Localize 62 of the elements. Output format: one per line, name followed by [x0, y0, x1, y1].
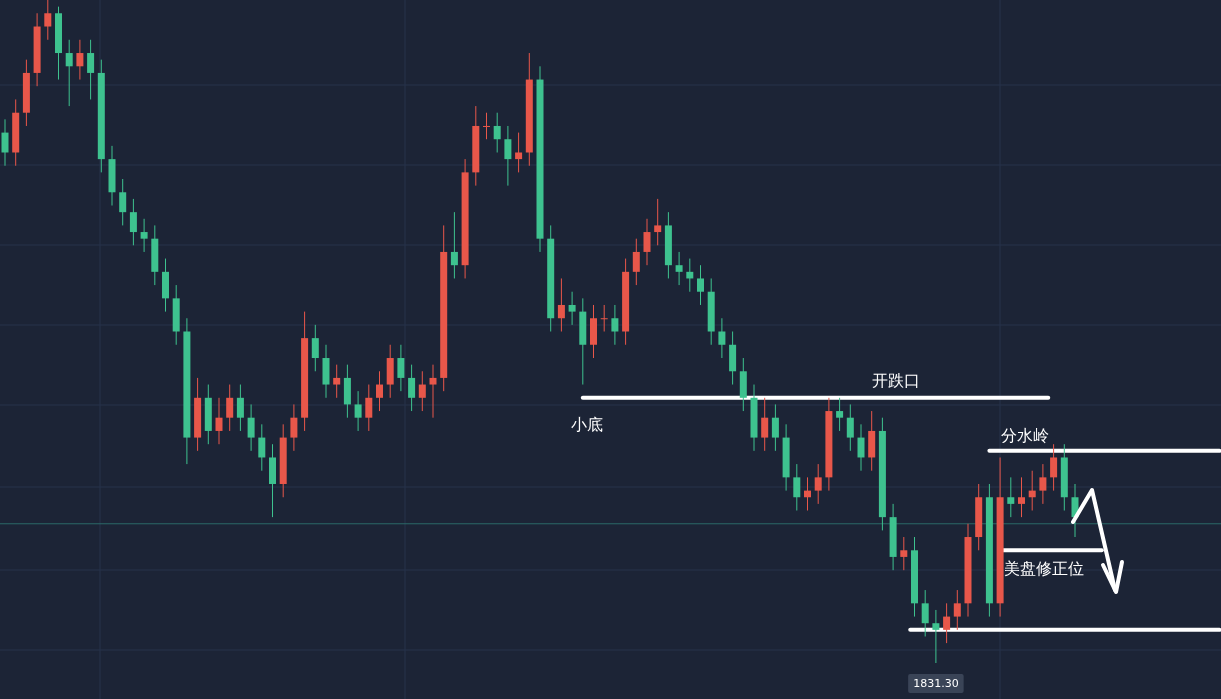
candlestick — [76, 39, 84, 81]
candlestick — [504, 125, 512, 187]
ref-line-label: 开跌口 — [871, 370, 920, 390]
candlestick — [140, 218, 148, 253]
candlestick — [900, 536, 908, 571]
candlestick — [1039, 463, 1047, 505]
candlestick — [376, 370, 383, 412]
candlestick — [119, 178, 127, 226]
annotation: 小底 — [570, 414, 603, 434]
candlestick — [857, 423, 865, 472]
candlestick — [450, 211, 458, 279]
candlestick — [429, 364, 437, 419]
candlestick — [418, 370, 426, 412]
candlestick — [247, 403, 255, 452]
candlestick — [697, 264, 704, 306]
candlestick — [761, 397, 769, 452]
candlestick — [515, 132, 523, 173]
candlestick — [44, 0, 52, 41]
candlestick — [643, 218, 651, 266]
candlestick — [397, 344, 405, 392]
candlestick — [932, 609, 940, 664]
candlestick — [290, 403, 298, 452]
candlestick — [814, 463, 822, 505]
candlestick — [654, 198, 662, 246]
candlestick — [804, 476, 811, 512]
candlestick — [215, 397, 223, 445]
candlestick — [793, 463, 801, 512]
candlestick — [771, 403, 779, 452]
candlestick — [675, 251, 683, 286]
candlestick — [718, 317, 726, 359]
candlestick — [333, 364, 341, 399]
candlestick — [354, 390, 362, 432]
candlestick — [258, 423, 266, 472]
candlestick — [1028, 470, 1036, 512]
candlestick — [408, 364, 416, 412]
candlestick — [65, 39, 73, 107]
candlestick — [1, 118, 9, 167]
candlestick — [568, 291, 576, 326]
candlestick — [686, 258, 694, 293]
candlestick — [1018, 476, 1025, 518]
candlestick — [87, 39, 95, 100]
candlestick — [483, 112, 490, 140]
candlestick — [1050, 443, 1058, 492]
candlestick — [953, 589, 961, 631]
candlestick — [846, 403, 854, 452]
ref-line-label: 分水岭 — [1001, 425, 1050, 445]
candlestick — [365, 384, 373, 432]
candlestick — [493, 112, 501, 153]
candlestick — [632, 238, 640, 286]
candlestick — [600, 304, 608, 332]
legend-label: 美盘修正位 — [1004, 559, 1085, 579]
candlestick — [1007, 476, 1015, 518]
candlestick — [943, 602, 951, 644]
candlestick — [226, 384, 234, 432]
candlestick — [236, 384, 244, 432]
candlestick — [129, 198, 137, 246]
candlestick — [557, 277, 565, 332]
candlestick — [836, 397, 844, 432]
candlestick — [921, 589, 929, 637]
text: 1831.30 — [913, 677, 959, 690]
candlestick — [311, 324, 319, 372]
candlestick — [611, 304, 619, 346]
